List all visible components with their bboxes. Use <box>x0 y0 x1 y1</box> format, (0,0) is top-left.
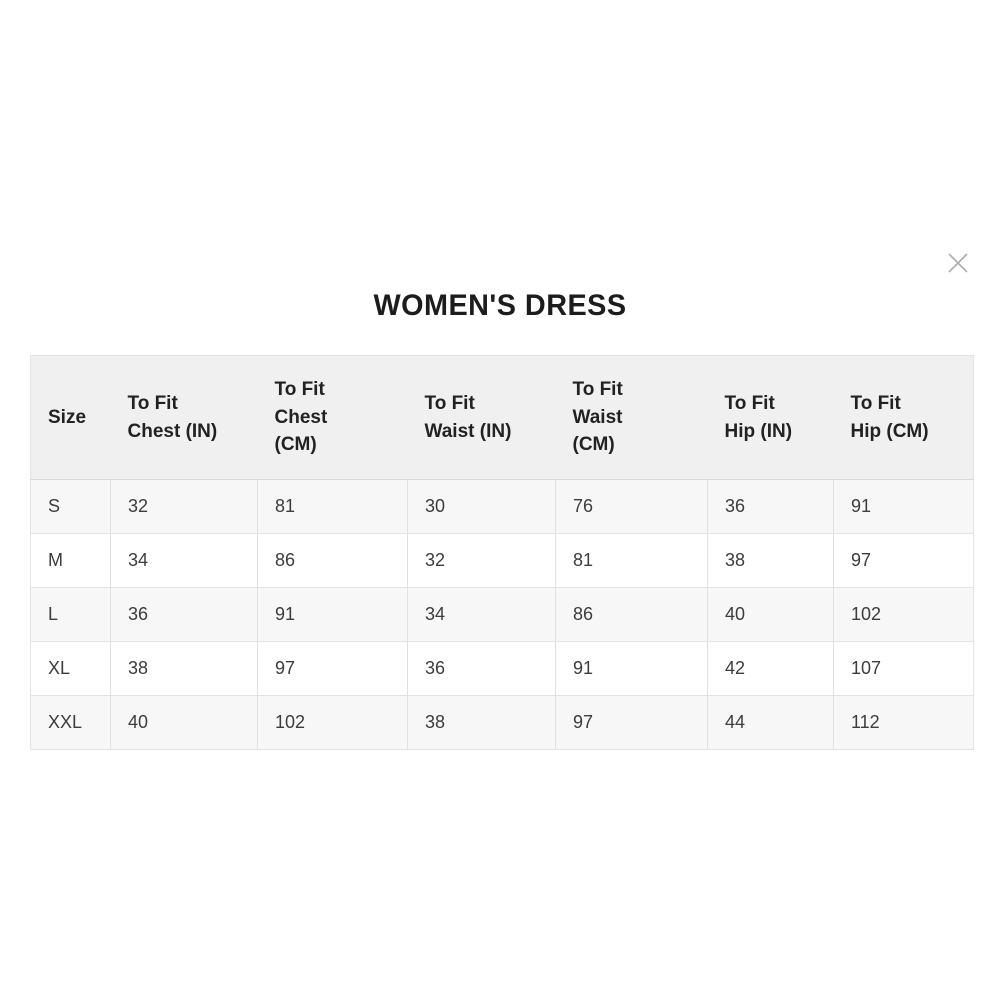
chest-in-cell: 38 <box>110 641 258 696</box>
waist-cm-cell: 97 <box>555 695 708 750</box>
hip-cm-cell: 97 <box>833 533 974 588</box>
table-row: XXL 40 102 38 97 44 112 <box>30 695 974 750</box>
table-row: XL 38 97 36 91 42 107 <box>30 641 974 696</box>
chest-in-cell: 36 <box>110 587 258 642</box>
waist-cm-cell: 76 <box>555 479 708 534</box>
close-button[interactable] <box>945 250 971 276</box>
column-header-hip-in: To Fit Hip (IN) <box>707 355 834 480</box>
hip-cm-cell: 102 <box>833 587 974 642</box>
column-header-waist-cm: To Fit Waist (CM) <box>555 355 708 480</box>
table-row: S 32 81 30 76 36 91 <box>30 479 974 534</box>
close-icon <box>948 253 968 273</box>
chest-in-cell: 40 <box>110 695 258 750</box>
table-row: L 36 91 34 86 40 102 <box>30 587 974 642</box>
column-header-chest-cm: To Fit Chest (CM) <box>257 355 408 480</box>
waist-cm-cell: 86 <box>555 587 708 642</box>
size-cell: L <box>30 587 111 642</box>
hip-in-cell: 44 <box>707 695 834 750</box>
hip-cm-cell: 91 <box>833 479 974 534</box>
column-header-size: Size <box>30 355 111 480</box>
chest-cm-cell: 81 <box>257 479 408 534</box>
table-header-row: Size To Fit Chest (IN) To Fit Chest (CM)… <box>30 355 974 480</box>
hip-in-cell: 42 <box>707 641 834 696</box>
waist-in-cell: 30 <box>407 479 556 534</box>
size-cell: XL <box>30 641 111 696</box>
chest-cm-cell: 102 <box>257 695 408 750</box>
column-header-chest-in: To Fit Chest (IN) <box>110 355 258 480</box>
page-title: WOMEN'S DRESS <box>373 289 627 322</box>
size-cell: M <box>30 533 111 588</box>
hip-in-cell: 38 <box>707 533 834 588</box>
column-header-waist-in: To Fit Waist (IN) <box>407 355 556 480</box>
hip-cm-cell: 107 <box>833 641 974 696</box>
hip-in-cell: 36 <box>707 479 834 534</box>
hip-in-cell: 40 <box>707 587 834 642</box>
size-cell: XXL <box>30 695 111 750</box>
column-header-hip-cm: To Fit Hip (CM) <box>833 355 974 480</box>
size-cell: S <box>30 479 111 534</box>
chest-in-cell: 32 <box>110 479 258 534</box>
table-row: M 34 86 32 81 38 97 <box>30 533 974 588</box>
waist-cm-cell: 91 <box>555 641 708 696</box>
hip-cm-cell: 112 <box>833 695 974 750</box>
waist-cm-cell: 81 <box>555 533 708 588</box>
chest-cm-cell: 97 <box>257 641 408 696</box>
waist-in-cell: 34 <box>407 587 556 642</box>
chest-cm-cell: 91 <box>257 587 408 642</box>
size-chart-table: Size To Fit Chest (IN) To Fit Chest (CM)… <box>30 355 974 750</box>
chest-in-cell: 34 <box>110 533 258 588</box>
chest-cm-cell: 86 <box>257 533 408 588</box>
waist-in-cell: 32 <box>407 533 556 588</box>
waist-in-cell: 38 <box>407 695 556 750</box>
waist-in-cell: 36 <box>407 641 556 696</box>
